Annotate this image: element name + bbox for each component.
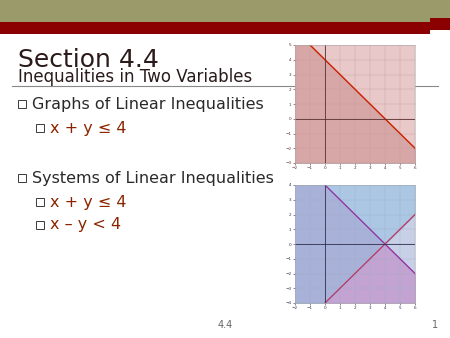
Bar: [36, 124, 44, 132]
Text: Systems of Linear Inequalities: Systems of Linear Inequalities: [32, 170, 274, 186]
Text: 1: 1: [432, 320, 438, 330]
Text: x + y ≤ 4: x + y ≤ 4: [50, 194, 126, 210]
Bar: [36, 198, 44, 206]
Text: Inequalities in Two Variables: Inequalities in Two Variables: [18, 68, 252, 86]
Bar: [0, 0, 430, 22]
Bar: [430, 0, 450, 30]
Text: x – y < 4: x – y < 4: [50, 217, 121, 233]
Text: 4.4: 4.4: [217, 320, 233, 330]
Bar: [0, 22, 430, 34]
Bar: [18, 174, 26, 182]
Bar: [18, 100, 26, 108]
Text: Graphs of Linear Inequalities: Graphs of Linear Inequalities: [32, 97, 264, 112]
Text: x + y ≤ 4: x + y ≤ 4: [50, 121, 126, 136]
Text: Section 4.4: Section 4.4: [18, 48, 159, 72]
Bar: [36, 221, 44, 229]
Bar: [430, 0, 450, 18]
